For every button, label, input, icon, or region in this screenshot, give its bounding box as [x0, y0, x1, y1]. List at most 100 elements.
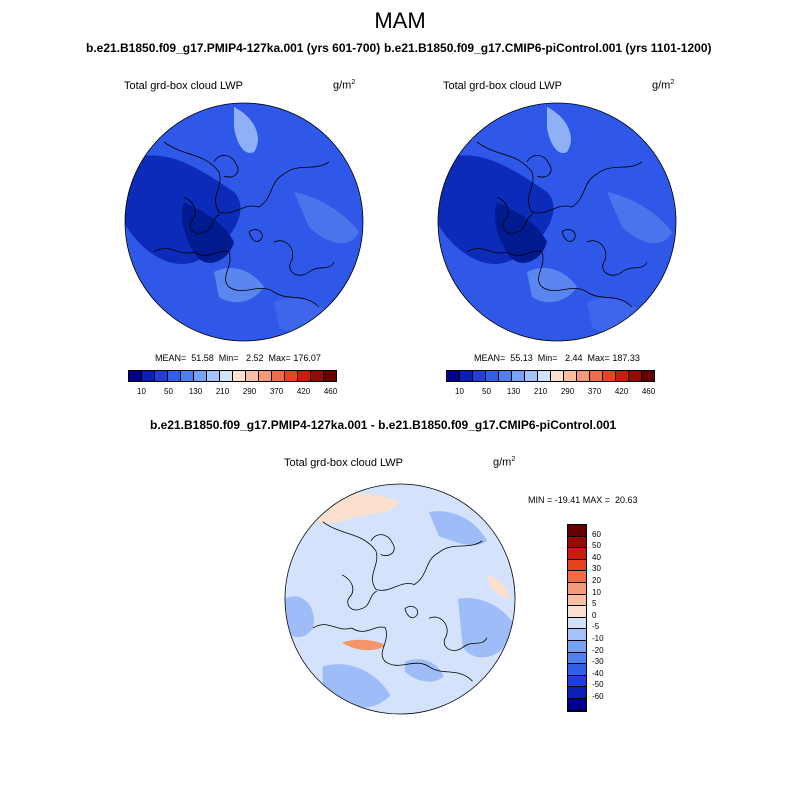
colorbar-swatch [550, 370, 564, 382]
diff-colorbar-swatch [568, 594, 586, 607]
colorbar-swatch [472, 370, 486, 382]
map-field-patch [429, 511, 487, 546]
colorbar-swatch [167, 370, 181, 382]
colorbar-swatch [511, 370, 525, 382]
coastline [248, 229, 263, 242]
colorbar-swatch [141, 370, 155, 382]
colorbar-swatch [206, 370, 220, 382]
map-field-patch [607, 192, 672, 244]
map-field-patch [234, 107, 258, 153]
colorbar-swatch [563, 370, 577, 382]
panel-1-map [124, 102, 364, 342]
diff-stats: MIN = -19.41 MAX = 20.63 [528, 495, 638, 505]
diff-map [284, 483, 516, 715]
colorbar-tick-label: 290 [242, 387, 257, 396]
diff-colorbar-swatch [568, 652, 586, 665]
diff-colorbar-swatch [568, 582, 586, 595]
panel-2-variable-label: Total grd-box cloud LWP [443, 80, 563, 92]
colorbar-tick-label: 10 [455, 387, 464, 396]
coastline [213, 155, 239, 178]
diff-colorbar-tick-label: 50 [592, 541, 601, 551]
diff-unit-label: g/m2 [493, 456, 516, 469]
colorbar-swatch [310, 370, 324, 382]
diff-colorbar-tick-label: 0 [592, 610, 597, 620]
panel-2-unit-label: g/m2 [652, 79, 675, 92]
diff-colorbar-tick-label: 5 [592, 599, 597, 609]
coastline [404, 605, 418, 619]
colorbar-swatch [245, 370, 259, 382]
colorbar-tick-label: 460 [323, 387, 338, 396]
diff-colorbar-tick-label: 10 [592, 587, 601, 597]
diff-colorbar-tick-label: 40 [592, 552, 601, 562]
map-field-patch [495, 202, 547, 263]
panel-1-variable-label: Total grd-box cloud LWP [124, 80, 244, 92]
map-field-patch [527, 267, 577, 303]
colorbar-swatch [232, 370, 246, 382]
colorbar-swatch [271, 370, 285, 382]
colorbar-swatch [498, 370, 512, 382]
colorbar-swatch [485, 370, 499, 382]
diff-colorbar-tick-label: -40 [592, 668, 604, 678]
diff-colorbar-tick-label: 30 [592, 564, 601, 574]
colorbar-swatch [628, 370, 642, 382]
diff-colorbar-swatch [568, 571, 586, 583]
colorbar-swatch [258, 370, 272, 382]
diff-colorbar-tick-label: -60 [592, 692, 604, 701]
colorbar-swatch [180, 370, 194, 382]
colorbar-tick-label: 370 [269, 387, 284, 396]
coastline [466, 248, 633, 308]
map-field-patch [294, 192, 359, 244]
colorbar-swatch [537, 370, 551, 382]
colorbar-tick-label: 50 [482, 387, 491, 396]
colorbar-tick-label: 420 [296, 387, 311, 396]
diff-colorbar-swatch [568, 640, 586, 653]
colorbar-swatch [284, 370, 298, 382]
diff-colorbar-swatch [568, 606, 586, 618]
panel-1-stats: MEAN= 51.58 Min= 2.52 Max= 176.07 [155, 353, 321, 363]
coastline [183, 196, 221, 234]
colorbar-swatch [524, 370, 538, 382]
coastline [273, 240, 335, 276]
map-field-patch [182, 202, 234, 263]
coastline [428, 616, 488, 651]
panel-1-experiment-title: b.e21.B1850.f09_g17.PMIP4-127ka.001 (yrs… [86, 41, 381, 55]
diff-panel-title: b.e21.B1850.f09_g17.PMIP4-127ka.001 - b.… [150, 418, 617, 432]
colorbar-tick-label: 10 [137, 387, 146, 396]
coastline [561, 229, 576, 242]
colorbar-swatch [128, 370, 142, 382]
colorbar-swatch [576, 370, 590, 382]
diff-colorbar-swatch [568, 675, 586, 688]
diff-colorbar-swatch [568, 664, 586, 676]
diff-colorbar-tick-label: -30 [592, 657, 604, 667]
diff-colorbar-tick-label: 20 [592, 576, 601, 585]
coastline [370, 534, 395, 556]
coastline [496, 196, 534, 234]
coastline [586, 240, 648, 276]
map-field-patch [487, 574, 509, 599]
coastline [322, 521, 483, 591]
coastline [341, 574, 377, 611]
colorbar-tick-label: 50 [164, 387, 173, 396]
colorbar-tick-label: 210 [533, 387, 548, 396]
panel-2-colorbar-ticks: 10 50 130 210 290 370 420 460 [446, 387, 662, 397]
diff-colorbar-tick-label: -5 [592, 622, 600, 632]
colorbar-tick-label: 290 [560, 387, 575, 396]
colorbar-swatch [323, 370, 337, 382]
diff-colorbar [567, 524, 587, 712]
panel-1-colorbar-ticks: 10 50 130 210 290 370 420 460 [128, 387, 344, 397]
colorbar-tick-label: 130 [506, 387, 521, 396]
diff-colorbar-swatch [568, 687, 586, 699]
map-field-patch [214, 267, 264, 303]
diff-colorbar-swatch [568, 559, 586, 572]
diff-variable-label: Total grd-box cloud LWP [284, 457, 404, 469]
map-border [437, 102, 677, 342]
coastline [163, 141, 330, 214]
colorbar-swatch [459, 370, 473, 382]
colorbar-tick-label: 460 [641, 387, 656, 396]
colorbar-swatch [589, 370, 603, 382]
season-title: MAM [374, 8, 426, 33]
diff-colorbar-tick-label: -20 [592, 645, 604, 655]
map-field-patch [404, 659, 444, 682]
map-border [124, 102, 364, 342]
map-field-patch [342, 639, 386, 651]
